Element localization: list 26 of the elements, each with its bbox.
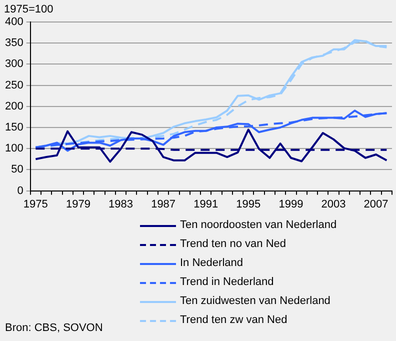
y-tick-label: 50 (11, 164, 24, 176)
x-tick-label: 1999 (278, 198, 304, 210)
legend-label: Ten noordoosten van Nederland (180, 218, 337, 233)
x-tick-label: 1987 (151, 198, 176, 210)
y-tick-label: 350 (4, 37, 24, 50)
legend-label: Trend ten no van Ned (180, 237, 286, 252)
y-tick-label: 0 (17, 184, 24, 197)
x-tick-label: 1975 (23, 198, 48, 210)
x-tick-label: 2003 (321, 198, 346, 210)
text: Bron: CBS, SOVON (5, 322, 103, 334)
y-tick-label: 150 (4, 122, 24, 134)
legend-label: Trend ten zw van Ned (180, 313, 288, 328)
y-axis-title: 1975=100 (4, 4, 54, 16)
legend-label: Trend in Nederland (180, 275, 274, 290)
y-tick-label: 250 (4, 79, 24, 92)
legend-label: Ten zuidwesten van Nederland (180, 294, 330, 309)
y-tick-label: 200 (4, 100, 24, 112)
x-tick-label: 1991 (194, 198, 218, 210)
x-tick-label: 2007 (364, 198, 388, 210)
x-tick-label: 1979 (66, 198, 90, 210)
y-tick-label: 300 (4, 58, 24, 70)
x-tick-label: 1995 (236, 198, 261, 210)
y-tick-label: 400 (4, 16, 24, 28)
y-tick-label: 100 (4, 142, 24, 155)
legend-label: In Nederland (180, 256, 243, 271)
x-tick-label: 1983 (108, 198, 134, 210)
